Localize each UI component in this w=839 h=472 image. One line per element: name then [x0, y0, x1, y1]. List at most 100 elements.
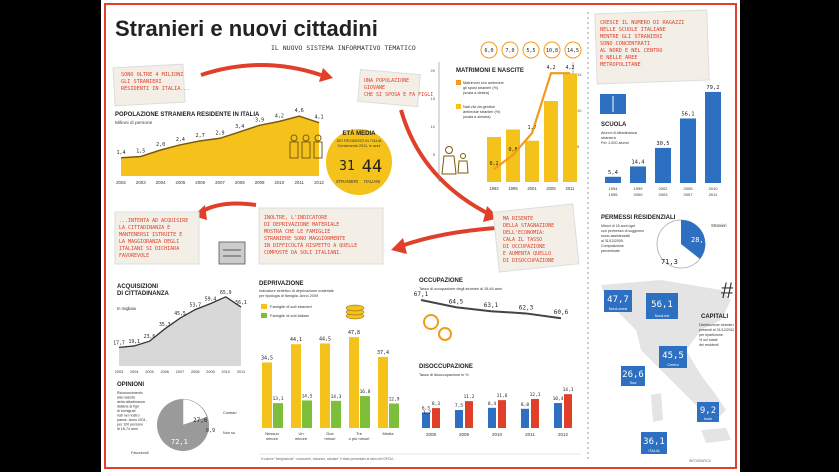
- unemp-bar-italian: [521, 408, 529, 428]
- note-line: CRESCE IL NUMERO DI RAGAZZI: [600, 20, 684, 26]
- citizenship-year-label: 2009: [206, 370, 214, 374]
- citizenship-value-label: 35,3: [159, 322, 171, 328]
- unemp-bar-foreign: [564, 394, 572, 428]
- unemp-year-label: 2009: [459, 432, 470, 437]
- population-year-label: 2003: [136, 180, 146, 185]
- unemp-bar-italian: [488, 407, 496, 428]
- map-bubble-label: Nord-est: [655, 314, 671, 318]
- marriage-axis-right-tick: 10: [577, 108, 582, 113]
- unemp-year-label: 2008: [426, 432, 437, 437]
- opinions-label-fav: Favorevoli: [131, 451, 149, 455]
- citizenship-value-label: 53,7: [189, 303, 201, 309]
- age-circle: [326, 129, 392, 195]
- school-year-label: 1999: [634, 186, 644, 191]
- dep-bar-foreign: [349, 337, 359, 428]
- page-title: Stranieri e nuovi cittadini: [115, 16, 378, 41]
- marriage-axis-right-tick: 15: [577, 72, 582, 77]
- note-line: ...INTENTA AD ACQUISIRE: [119, 218, 188, 224]
- marriage-top-circle: [480, 41, 498, 59]
- permits-pie-slice: [681, 219, 706, 259]
- population-year-label: 2012: [314, 180, 324, 185]
- school-bar: [605, 176, 621, 183]
- marriage-bar: [487, 137, 501, 182]
- unemp-bar-foreign: [465, 401, 473, 428]
- marriage-bar: [563, 73, 577, 182]
- note-line: CHE SI SPOSA E FA FIGLI: [364, 92, 433, 98]
- marriage-axis-left-tick: 5: [433, 152, 436, 157]
- permits-label: Stranieri: [711, 223, 727, 228]
- citizenship-title: ACQUISIZIONI DI CITTADINANZA: [117, 284, 170, 297]
- dep-value-foreign: 37,4: [377, 350, 389, 356]
- population-value-label: 2,9: [215, 130, 224, 136]
- citizenship-year-label: 2008: [191, 370, 199, 374]
- note-line: DELL'ECONOMIA:: [503, 230, 545, 236]
- school-value-label: 56,1: [681, 111, 694, 117]
- note-line: IN DIFFICOLTÀ RISPETTO A QUELLE: [264, 242, 357, 249]
- marriage-year-label: 1992: [489, 186, 499, 191]
- school-year-label: 2002: [659, 186, 669, 191]
- map-bubble-label: Centro: [667, 363, 678, 367]
- note-6: CRESCE IL NUMERO DI RAGAZZI NELLE SCUOLE …: [594, 9, 710, 85]
- dep-bar-foreign: [378, 356, 388, 428]
- citizenship-line: [118, 296, 242, 349]
- permits-title: PERMESSI RESIDENZIALI: [601, 215, 676, 221]
- unemp-value-italian: 6,5: [422, 405, 430, 411]
- citizenship-year-label: 2010: [222, 370, 230, 374]
- school-value-label: 30,5: [656, 141, 669, 147]
- marriage-value-label: 0,8: [508, 147, 517, 153]
- age-desc1: DEI RESIDENTI IN ITALIA: [337, 139, 382, 143]
- employment-value-label: 63,1: [484, 302, 499, 309]
- dep-bar-italian: [273, 403, 283, 428]
- dep-category-label: Due: [326, 431, 334, 436]
- note-4: INOLTRE, L'INDICATORE DI DEPRIVAZIONE MAT…: [258, 207, 384, 265]
- dep-value-foreign: 44,1: [290, 337, 302, 343]
- unemployment-title: DISOCCUPAZIONE: [419, 364, 473, 370]
- population-year-label: 2005: [176, 180, 186, 185]
- opinions-val-contrari: 27,6: [193, 417, 208, 424]
- unemp-bar-italian: [455, 410, 463, 428]
- note-line: MA RISENTE: [503, 216, 533, 222]
- permits-val-small: 28,7: [691, 236, 708, 244]
- marriage-top-circle: [564, 41, 582, 59]
- citizenship-unit: In migliaia: [117, 306, 137, 311]
- population-value-label: 4,2: [275, 113, 284, 119]
- dep-legend-swatch-italian: [261, 313, 267, 318]
- map-bubble: [641, 432, 667, 454]
- citizenship-year-label: 2003: [115, 370, 123, 374]
- employment-value-label: 60,6: [554, 309, 569, 316]
- map-bubble: [697, 402, 719, 422]
- population-value-label: 2,7: [196, 133, 205, 139]
- unemp-extra-value: 1,7: [423, 410, 431, 416]
- marriage-value-label: 4,2: [565, 65, 574, 71]
- marriage-top-value: 5,5: [526, 48, 535, 54]
- unemp-value-foreign: 14,1: [563, 387, 574, 393]
- dep-category-label-2: minore: [266, 436, 279, 441]
- citizenship-value-label: 59,4: [205, 297, 217, 303]
- marriage-year-label: 2011: [565, 186, 575, 191]
- population-title: POPOLAZIONE STRANIERA RESIDENTE IN ITALI…: [115, 112, 260, 118]
- marriage-axis-left-tick: 10: [431, 124, 436, 129]
- dep-bar-italian: [331, 400, 341, 428]
- population-value-label: 2,4: [176, 137, 185, 143]
- marriages-line: [493, 72, 570, 171]
- population-value-label: 4,6: [295, 108, 304, 114]
- sardinia-map: [651, 393, 663, 422]
- footer-credit: INFOGRAFICA: [689, 459, 712, 463]
- population-unit: Milioni di persone: [115, 120, 153, 126]
- population-line: [120, 115, 320, 159]
- population-year-label: 2008: [235, 180, 245, 185]
- citizenship-year-label: 2011: [237, 370, 245, 374]
- note-line: COMPOSTE DA SOLI ITALIANI.: [264, 250, 342, 256]
- employment-value-label: 64,5: [449, 298, 464, 305]
- unemp-bar-foreign: [432, 408, 440, 428]
- map-bubble: [646, 293, 678, 319]
- dep-bar-foreign: [262, 362, 272, 428]
- map-bubble-value: 56,1: [651, 300, 673, 310]
- map-desc: Distribuzione stranieri presenti al 31/12…: [699, 323, 734, 347]
- footer-notes: Il volume "Integrazione": conoscere, mis…: [261, 457, 396, 461]
- school-year2-label: 2000: [634, 192, 644, 197]
